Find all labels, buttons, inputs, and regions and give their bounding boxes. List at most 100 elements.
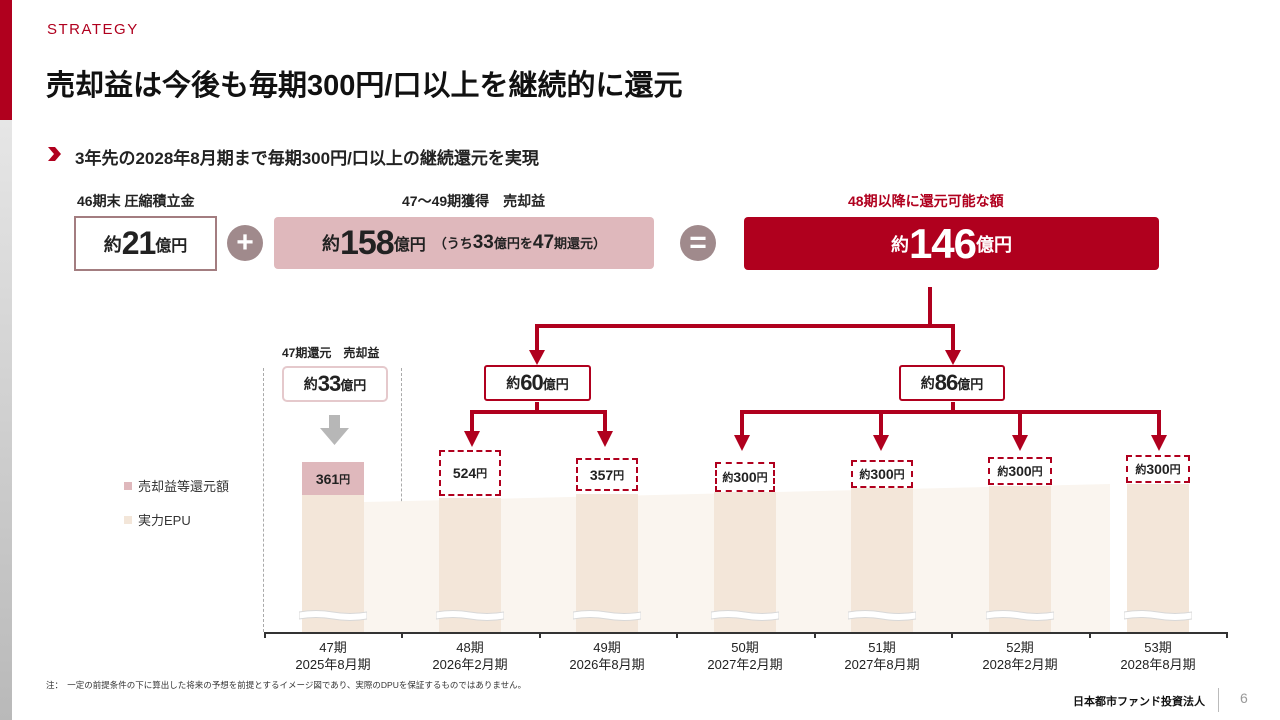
bar-epu (302, 495, 364, 632)
legend-item-epu: 実力EPU (124, 510, 191, 529)
result-unit: 億円 (976, 234, 1013, 255)
axis-break-mark (848, 610, 916, 621)
p47-unit: 億円 (340, 377, 367, 393)
legend-swatch-gain (124, 481, 132, 490)
bar-value: 300 (1008, 463, 1032, 479)
alloc86-prefix: 約 (920, 375, 935, 391)
bar-value: 300 (733, 469, 757, 485)
axis-break-mark (573, 610, 641, 621)
x-tick-label: 47期 2025年8月期 (273, 639, 393, 673)
axis-break-mark (1124, 610, 1192, 621)
note-open: （うち (433, 236, 473, 251)
gain-note: （うち33億円を47期還元） (434, 232, 606, 254)
bar-value-unit: 円 (476, 468, 488, 480)
bar-value-unit: 円 (893, 469, 905, 481)
bar-value: 300 (1146, 461, 1170, 477)
legend-swatch-epu (124, 515, 132, 524)
bar-value-label: 357 円 (576, 458, 638, 491)
reserve-unit: 億円 (155, 237, 188, 255)
page-title: 売却益は今後も毎期300円/口以上を継続的に還元 (46, 70, 683, 102)
company-name: 日本都市ファンド投資法人 (1073, 696, 1205, 708)
bar-epu (851, 488, 913, 632)
axis-break-mark (299, 610, 367, 621)
x-tick-label-line: 2028年8月期 (1120, 657, 1196, 672)
p47-caption: 47期還元 売却益 (282, 346, 380, 360)
x-axis-tick (539, 632, 541, 638)
x-tick-label-line: 2028年2月期 (982, 657, 1058, 672)
x-axis-tick (814, 632, 816, 638)
section-label: STRATEGY (47, 21, 139, 38)
x-tick-label: 53期 2028年8月期 (1098, 639, 1218, 673)
x-tick-label: 50期 2027年2月期 (685, 639, 805, 673)
reserve-box: 約 21 億円 (74, 216, 217, 271)
bar-value-label: 361 (315, 470, 340, 487)
p47-gain-box: 約 33 億円 (282, 366, 388, 402)
bar-epu (576, 494, 638, 632)
bar-epu (714, 492, 776, 632)
x-tick-label-line: 53期 (1144, 640, 1172, 655)
legend-item-gain: 売却益等還元額 (124, 476, 229, 495)
result-value: 146 (908, 219, 977, 267)
x-tick-label-line: 2027年8月期 (844, 657, 920, 672)
bar-value-prefix: 約 (1135, 464, 1147, 476)
bar-epu (1127, 484, 1189, 632)
footnote: 注： 一定の前提条件の下に算出した将来の予想を前提とするイメージ図であり、実際の… (46, 680, 527, 690)
note-period: 47 (532, 232, 555, 253)
item2-caption: 47～49期獲得 売却益 (402, 193, 546, 209)
x-tick-label-line: 51期 (868, 640, 896, 655)
alloc86-unit: 億円 (957, 376, 984, 392)
accent-bar-top (0, 0, 12, 120)
gain-unit: 億円 (393, 237, 426, 254)
x-tick-label-line: 2026年2月期 (432, 657, 508, 672)
axis-break-mark (711, 610, 779, 621)
chevron-right-icon (48, 147, 61, 161)
gain-box: 約 158 億円 （うち33億円を47期還元） (274, 217, 654, 269)
x-axis (264, 632, 1228, 634)
x-tick-label: 49期 2026年8月期 (547, 639, 667, 673)
page-number-divider (1218, 688, 1219, 712)
dashed-divider-right (401, 368, 402, 632)
x-axis-tick (401, 632, 403, 638)
alloc60-value: 60 (520, 370, 544, 395)
plus-icon: + (227, 225, 263, 261)
bar-value-unit: 円 (756, 472, 768, 484)
bar-value-unit: 円 (613, 469, 625, 482)
x-axis-tick (951, 632, 953, 638)
bar-value-prefix: 約 (997, 466, 1009, 478)
x-axis-tick (1089, 632, 1091, 638)
x-tick-label-line: 48期 (456, 640, 484, 655)
bar-value-unit: 円 (339, 473, 351, 486)
result-caption: 48期以降に還元可能な額 (848, 193, 1004, 209)
bar-value-prefix: 約 (859, 469, 871, 481)
legend-label-epu: 実力EPU (138, 513, 191, 528)
x-axis-tick (264, 632, 266, 638)
x-tick-label-line: 49期 (593, 640, 621, 655)
x-axis-tick (1226, 632, 1228, 638)
x-tick-label-line: 50期 (731, 640, 759, 655)
gain-prefix: 約 (321, 234, 340, 254)
accent-bar-bottom (0, 120, 12, 720)
bar-epu (439, 498, 501, 632)
equals-icon: = (680, 225, 716, 261)
note-close: 期還元） (554, 236, 607, 251)
bar-value-label: 約 300 円 (988, 457, 1052, 485)
dashed-divider-left (263, 368, 264, 632)
bar-epu (989, 486, 1051, 632)
reserve-prefix: 約 (103, 234, 122, 255)
bar-value-label: 約 300 円 (715, 462, 775, 492)
bar-value: 524 (452, 465, 477, 481)
x-axis-tick (676, 632, 678, 638)
p47-value: 33 (317, 371, 342, 396)
bar-value: 300 (870, 466, 894, 482)
gain-value: 158 (339, 223, 395, 262)
x-tick-label: 52期 2028年2月期 (960, 639, 1080, 673)
allocation-box-86: 約 86 億円 (899, 365, 1005, 401)
bar-value: 357 (589, 466, 614, 483)
result-box: 約 146 億円 (744, 217, 1159, 270)
p47-prefix: 約 (303, 376, 318, 392)
note-mid: 億円を (493, 236, 533, 251)
axis-break-mark (436, 610, 504, 621)
x-tick-label-line: 52期 (1006, 640, 1034, 655)
alloc60-unit: 億円 (542, 376, 569, 392)
alloc60-prefix: 約 (506, 375, 521, 391)
